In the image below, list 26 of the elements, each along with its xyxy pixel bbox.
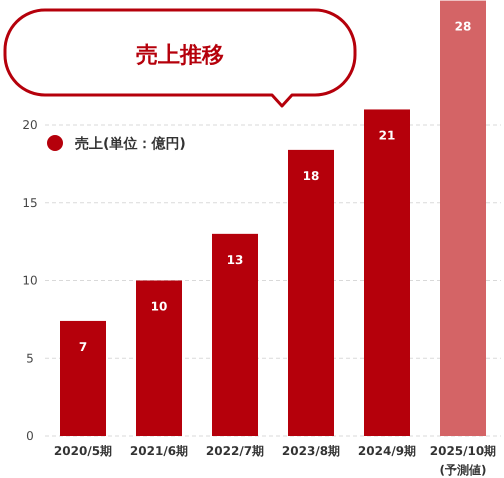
bar [136, 280, 182, 436]
x-tick-label: 2025/10期 (予測値) [430, 444, 496, 477]
data-label: 7 [78, 340, 88, 354]
y-tick-label: 10 [22, 274, 38, 288]
data-label: 28 [454, 20, 472, 34]
data-label: 13 [226, 252, 244, 267]
x-tick-label: 2021/6期 [130, 444, 188, 458]
bar [440, 0, 486, 436]
data-label: 21 [378, 128, 396, 142]
bar [288, 150, 334, 436]
x-tick-label: 2024/9期 [358, 444, 416, 458]
y-tick-label: 15 [22, 196, 38, 210]
y-tick-label: 20 [22, 118, 38, 132]
legend: 売上(単位：億円) [47, 135, 186, 152]
bar [364, 109, 410, 436]
bar [60, 320, 106, 436]
x-tick-label: 2020/5期 [54, 444, 112, 458]
data-label: 18 [302, 168, 320, 183]
y-tick-label: 0 [26, 429, 34, 443]
x-tick-label: 2022/7期 [206, 444, 264, 458]
legend-label: 売上(単位：億円) [75, 135, 186, 152]
x-tick-label: 2023/8期 [282, 444, 340, 458]
text: 売上推移 [136, 43, 224, 68]
y-tick-label: 5 [26, 351, 34, 366]
data-label: 10 [150, 300, 168, 314]
bar [212, 234, 258, 436]
